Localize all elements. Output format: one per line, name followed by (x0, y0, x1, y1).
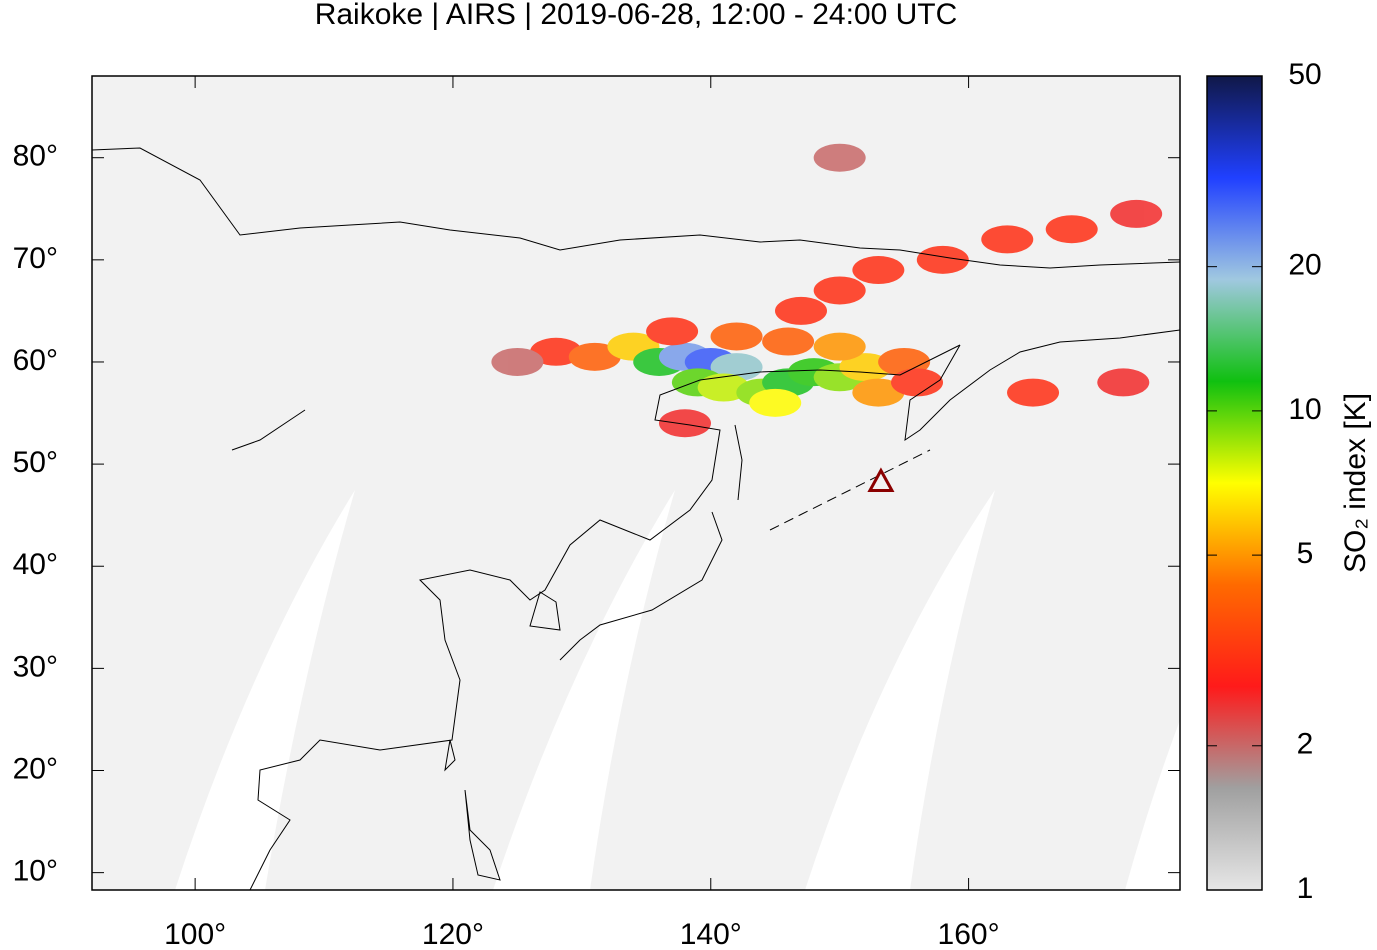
plot-frame (91, 75, 1181, 891)
colorbar-tick-label: 5 (1297, 537, 1314, 570)
so2-cell (1007, 378, 1060, 407)
chart-title: Raikoke | AIRS | 2019-06-28, 12:00 - 24:… (315, 0, 958, 31)
map-layer (92, 143, 1180, 890)
x-tick-label: 120° (422, 918, 484, 950)
x-tick-label: 140° (680, 918, 742, 950)
colorbar-label: SO₂ index [K] (1339, 393, 1372, 573)
so2-cell (491, 347, 544, 376)
swath-gaps (175, 490, 1180, 890)
colorbar-tick-label: 10 (1288, 393, 1321, 426)
so2-cell (1110, 199, 1163, 228)
x-tick-label: 100° (164, 918, 226, 950)
so2-cell (852, 378, 905, 407)
colorbar-tick-label: 50 (1288, 58, 1321, 91)
volcano-marker (867, 467, 895, 492)
y-tick-label: 70° (13, 242, 58, 275)
colorbar-tick-label: 1 (1297, 872, 1314, 905)
so2-cell (813, 332, 866, 361)
y-tick-label: 20° (13, 752, 58, 785)
colorbar-tick-label: 20 (1288, 249, 1321, 282)
colorbar-tick-label: 2 (1297, 728, 1314, 761)
so2-cell (646, 317, 699, 346)
so2-cell (775, 296, 828, 325)
colorbar (1206, 75, 1263, 891)
so2-cell (916, 245, 969, 274)
plume (491, 143, 1163, 438)
y-tick-label: 50° (13, 446, 58, 479)
so2-cell (749, 388, 802, 417)
so2-cell (762, 327, 815, 356)
so2-cell (1097, 368, 1150, 397)
so2-cell (813, 143, 866, 172)
y-tick-label: 10° (13, 855, 58, 888)
y-tick-label: 30° (13, 650, 58, 683)
so2-cell (981, 225, 1034, 254)
x-tick-label: 160° (938, 918, 1000, 950)
coastlines (92, 147, 1180, 890)
so2-cell (813, 276, 866, 305)
so2-cell (891, 368, 944, 397)
so2-cell (568, 342, 621, 371)
so2-cell (710, 322, 763, 351)
y-tick-label: 40° (13, 548, 58, 581)
y-tick-label: 60° (13, 344, 58, 377)
so2-cell (1045, 215, 1098, 244)
y-tick-label: 80° (13, 140, 58, 173)
so2-cell (852, 256, 905, 285)
so2-cell (658, 409, 711, 438)
